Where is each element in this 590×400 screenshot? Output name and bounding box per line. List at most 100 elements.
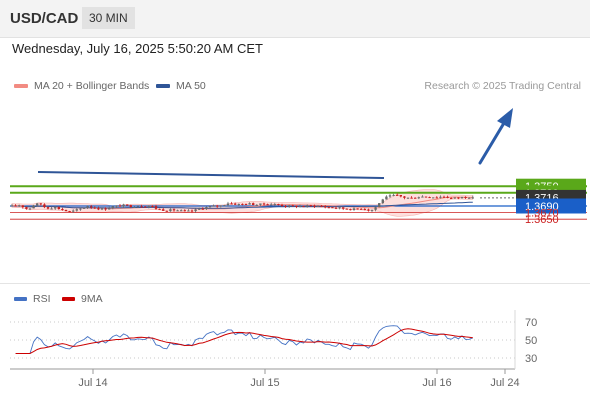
rsi-level-label-50: 50: [525, 335, 537, 347]
candle-body: [446, 196, 449, 198]
candle-body: [187, 210, 190, 212]
candle-body: [428, 197, 431, 199]
candle-body: [190, 210, 194, 212]
candle-body: [244, 203, 248, 205]
candle-body: [363, 208, 366, 210]
candle-body: [406, 197, 410, 199]
candle-body: [266, 204, 269, 206]
candle-body: [201, 208, 204, 210]
rsi-swatch-icon: [14, 297, 27, 302]
candle-body: [457, 197, 460, 199]
candle-body: [223, 205, 226, 207]
candle-body: [352, 208, 356, 210]
candle-body: [435, 197, 438, 199]
candle-body: [68, 211, 71, 213]
candle-body: [151, 205, 154, 207]
candle-body: [370, 209, 374, 211]
candle-body: [241, 203, 244, 205]
candle-body: [133, 206, 136, 208]
candle-body: [273, 204, 276, 206]
candle-body: [234, 203, 237, 205]
candle-body: [158, 208, 161, 210]
forecast-arrow-shaft: [478, 121, 506, 165]
candle-body: [226, 203, 230, 206]
candle-body: [248, 203, 251, 205]
candle-body: [421, 196, 424, 198]
candle-body: [75, 209, 78, 211]
candle-body: [298, 206, 302, 208]
candle-body: [302, 206, 305, 208]
candle-body: [424, 196, 428, 198]
level-lines: [10, 185, 587, 220]
candle-body: [18, 205, 21, 207]
candle-body: [86, 206, 89, 208]
level-label-1-3650: 1.3650: [525, 214, 559, 226]
candle-body: [219, 205, 222, 207]
candle-body: [450, 197, 453, 199]
forecast-arrow-head: [497, 108, 513, 128]
candle-body: [414, 197, 417, 199]
candle-body: [349, 209, 352, 211]
candle-body: [180, 210, 183, 212]
candle-body: [79, 208, 82, 210]
candle-body: [21, 205, 24, 208]
forecast-arrow: [478, 108, 513, 165]
trendline-upper: [37, 171, 385, 179]
candle-body: [237, 203, 240, 205]
candle-body: [471, 197, 474, 199]
candle-body: [399, 194, 402, 197]
level-label-bg-1-3690: [516, 198, 586, 214]
candle-body: [230, 203, 233, 205]
candle-body: [396, 194, 399, 196]
legend-rsi-label: RSI: [33, 293, 51, 305]
candle-body: [28, 208, 32, 210]
candle-body: [442, 196, 446, 198]
legend-ma20-label: MA 20 + Bollinger Bands: [34, 80, 150, 92]
candle-body: [82, 207, 86, 209]
candle-body: [381, 199, 384, 204]
legend-ma50: MA 50: [156, 80, 206, 92]
level-label-1-3670: 1.3670: [525, 208, 559, 220]
candle-body: [169, 209, 172, 212]
level-label-1-3690: 1.3690: [525, 201, 559, 213]
candle-body: [306, 205, 309, 207]
candle-body: [309, 205, 312, 207]
candle-body: [115, 205, 118, 207]
candle-body: [295, 205, 298, 207]
panel-divider: [0, 283, 590, 284]
candle-body: [205, 207, 208, 209]
candle-body: [374, 207, 377, 210]
candle-body: [90, 206, 93, 208]
rsi-panel: 70 50 30: [10, 317, 537, 365]
candle-body: [172, 209, 176, 211]
candle-body: [43, 204, 46, 208]
x-tick-label: Jul 15: [250, 377, 279, 389]
candle-body: [14, 205, 17, 207]
legend-9ma: 9MA: [62, 293, 103, 305]
candle-body: [468, 197, 471, 199]
candle-body: [54, 207, 57, 209]
legend-rsi: RSI: [14, 293, 51, 305]
candle-body: [252, 203, 255, 205]
candle-body: [144, 206, 147, 208]
x-tick-label: Jul 24: [490, 377, 519, 389]
candle-body: [356, 208, 359, 210]
timeframe-button[interactable]: 30 MIN: [82, 7, 135, 29]
candle-body: [36, 203, 39, 206]
rsi-level-label-30: 30: [525, 353, 537, 365]
candle-body: [291, 205, 294, 207]
chart-datetime: Wednesday, July 16, 2025 5:50:20 AM CET: [12, 41, 263, 56]
candle-body: [439, 196, 442, 198]
candle-body: [32, 205, 35, 209]
candle-body: [342, 207, 345, 209]
candle-body: [162, 209, 165, 211]
candle-body: [72, 210, 75, 212]
candle-body: [122, 204, 125, 207]
candle-body: [432, 197, 435, 199]
candle-body: [97, 208, 100, 210]
rsi-level-label-70: 70: [525, 317, 537, 329]
candle-body: [338, 207, 341, 209]
